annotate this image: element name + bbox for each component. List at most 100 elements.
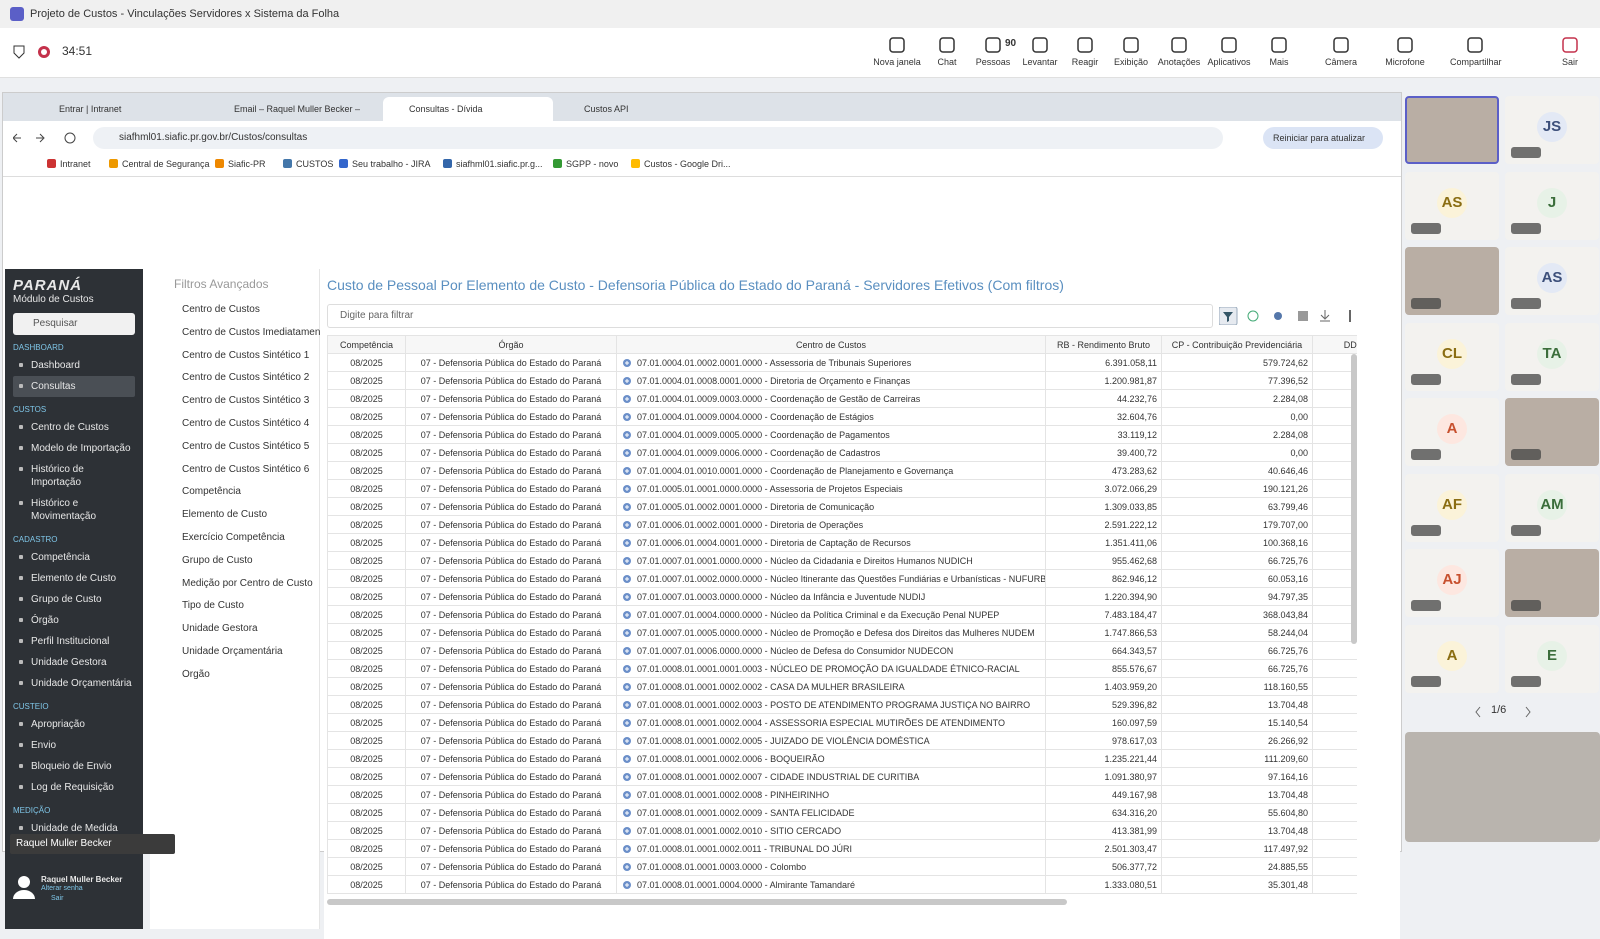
participant-tile[interactable]: AF (1405, 474, 1499, 542)
bookmark[interactable]: Central de Segurança (109, 159, 210, 169)
toolbar-button[interactable]: Aplicativos (1204, 36, 1254, 67)
bookmark[interactable]: Custos - Google Dri... (631, 159, 731, 169)
toolbar-button[interactable]: Mais (1254, 36, 1304, 67)
table-row[interactable]: 08/2025 07 - Defensoria Pública do Estado… (328, 858, 1358, 876)
mic-status (1511, 147, 1541, 158)
table-cell (1313, 876, 1358, 894)
initials: TA (1537, 339, 1567, 369)
cell-text: 1.333.080,51 (1104, 880, 1157, 890)
browser-tab[interactable]: Custos API (558, 97, 728, 121)
presenter-label: Raquel Muller Becker (10, 834, 175, 854)
cell-text: 24.885,55 (1268, 862, 1308, 872)
bookmark[interactable]: SGPP - novo (553, 159, 618, 169)
participant-tile[interactable]: AS (1405, 172, 1499, 240)
browser-tab[interactable]: Consultas - Dívida (383, 97, 553, 121)
h-scrollbar[interactable] (327, 899, 1067, 905)
participant-tile[interactable]: JS (1505, 96, 1599, 164)
update-button[interactable]: Reiniciar para atualizar (1263, 127, 1383, 149)
bookmark-label: SGPP - novo (566, 159, 618, 169)
icon (1122, 36, 1140, 54)
expand-icon[interactable] (623, 863, 631, 871)
participant-tile[interactable]: AJ (1405, 549, 1499, 617)
toolbar-button[interactable]: Exibição (1106, 36, 1156, 67)
toolbar-label: Aplicativos (1207, 57, 1250, 67)
url-field[interactable]: siafhml01.siafic.pr.gov.br/Custos/consul… (93, 127, 1223, 149)
initials: A (1437, 414, 1467, 444)
table-cell: 07.01.0008.01.0001.0003.0000 - Colombo (617, 858, 1046, 876)
browser-tab[interactable]: Entrar | Intranet (33, 97, 203, 121)
logout[interactable]: Sair (51, 895, 63, 902)
video-tile[interactable] (1505, 549, 1599, 617)
mic-status (1511, 223, 1541, 234)
mic-status (1411, 449, 1441, 460)
toolbar-button[interactable]: Chat (922, 36, 972, 67)
bookmark[interactable]: Intranet (47, 159, 91, 169)
tab-strip: Entrar | IntranetEmail – Raquel Muller B… (3, 93, 1401, 121)
toolbar-label: Exibição (1114, 57, 1148, 67)
bookmark-icon (339, 159, 348, 168)
mic-status (1511, 298, 1541, 309)
toolbar-button[interactable]: Levantar (1015, 36, 1065, 67)
initials: AS (1537, 263, 1567, 293)
tab-title: Consultas - Dívida (409, 104, 483, 114)
mic-status (1511, 600, 1541, 611)
tab-title: Custos API (584, 104, 629, 114)
table-cell: 24.885,55 (1162, 858, 1313, 876)
table-row[interactable]: 08/202507 - Defensoria Pública do Estado… (328, 876, 1358, 894)
toolbar-button[interactable]: Reagir (1060, 36, 1110, 67)
participant-tile[interactable]: A (1405, 625, 1499, 693)
table-cell: 08/2025 (328, 858, 406, 876)
address-bar: siafhml01.siafic.pr.gov.br/Custos/consul… (3, 121, 1401, 153)
video-tile[interactable] (1405, 247, 1499, 315)
participant-tile[interactable]: E (1505, 625, 1599, 693)
nav-buttons[interactable] (13, 131, 83, 145)
table-cell (1313, 858, 1358, 876)
bookmark-icon (631, 159, 640, 168)
toolbar-button[interactable]: Nova janela (872, 36, 922, 67)
toolbar-button[interactable]: Sair (1545, 36, 1595, 67)
video-tile[interactable] (1405, 96, 1499, 164)
cell-text: 07.01.0008.01.0001.0003.0000 - Colombo (637, 862, 806, 872)
icon (1076, 36, 1094, 54)
screen: Projeto de Custos - Vinculações Servidor… (0, 0, 1600, 861)
bookmark[interactable]: Seu trabalho - JIRA (339, 159, 431, 169)
toolbar-button[interactable]: Compartilhar (1450, 36, 1500, 67)
video-tile[interactable] (1505, 398, 1599, 466)
toolbar-button[interactable]: Anotações (1154, 36, 1204, 67)
cell-text: 07 - Defensoria Pública do Estado do Par… (421, 862, 602, 872)
icon (1220, 36, 1238, 54)
participant-tile[interactable]: TA (1505, 323, 1599, 391)
bookmark[interactable]: Siafic-PR (215, 159, 266, 169)
icon (1170, 36, 1188, 54)
table-cell: 35.301,48 (1162, 876, 1313, 894)
browser-tab[interactable]: Email – Raquel Muller Becker – (208, 97, 378, 121)
toolbar-button[interactable]: Microfone (1380, 36, 1430, 67)
change-password[interactable]: Alterar senha (41, 885, 83, 892)
bookmark-label: Custos - Google Dri... (644, 159, 731, 169)
bookmarks-bar: Intranet Central de Segurança Siafic-PR CUS… (3, 153, 1401, 177)
participant-tile[interactable]: A (1405, 398, 1499, 466)
icon (1396, 36, 1414, 54)
participant-tile[interactable]: AM (1505, 474, 1599, 542)
mic-status (1411, 600, 1441, 611)
expand-icon[interactable] (623, 881, 631, 889)
bookmark-icon (47, 159, 56, 168)
toolbar-label: Levantar (1022, 57, 1057, 67)
people-count: 90 (1005, 38, 1016, 49)
bookmark-icon (215, 159, 224, 168)
initials: AJ (1437, 565, 1467, 595)
toolbar-label: Compartilhar (1450, 57, 1502, 67)
table-cell: 07 - Defensoria Pública do Estado do Par… (406, 858, 617, 876)
toolbar-label: Anotações (1158, 57, 1201, 67)
bookmark-icon (553, 159, 562, 168)
participant-tile[interactable]: CL (1405, 323, 1499, 391)
mic-status (1411, 298, 1441, 309)
pager-arrows[interactable] (1475, 706, 1535, 718)
bookmark[interactable]: CUSTOS (283, 159, 333, 169)
bookmark[interactable]: siafhml01.siafic.pr.g... (443, 159, 543, 169)
bookmark-icon (443, 159, 452, 168)
toolbar-button[interactable]: Câmera (1316, 36, 1366, 67)
participant-tile[interactable]: J (1505, 172, 1599, 240)
browser-window: Entrar | IntranetEmail – Raquel Muller B… (2, 92, 1402, 852)
participant-tile[interactable]: AS (1505, 247, 1599, 315)
